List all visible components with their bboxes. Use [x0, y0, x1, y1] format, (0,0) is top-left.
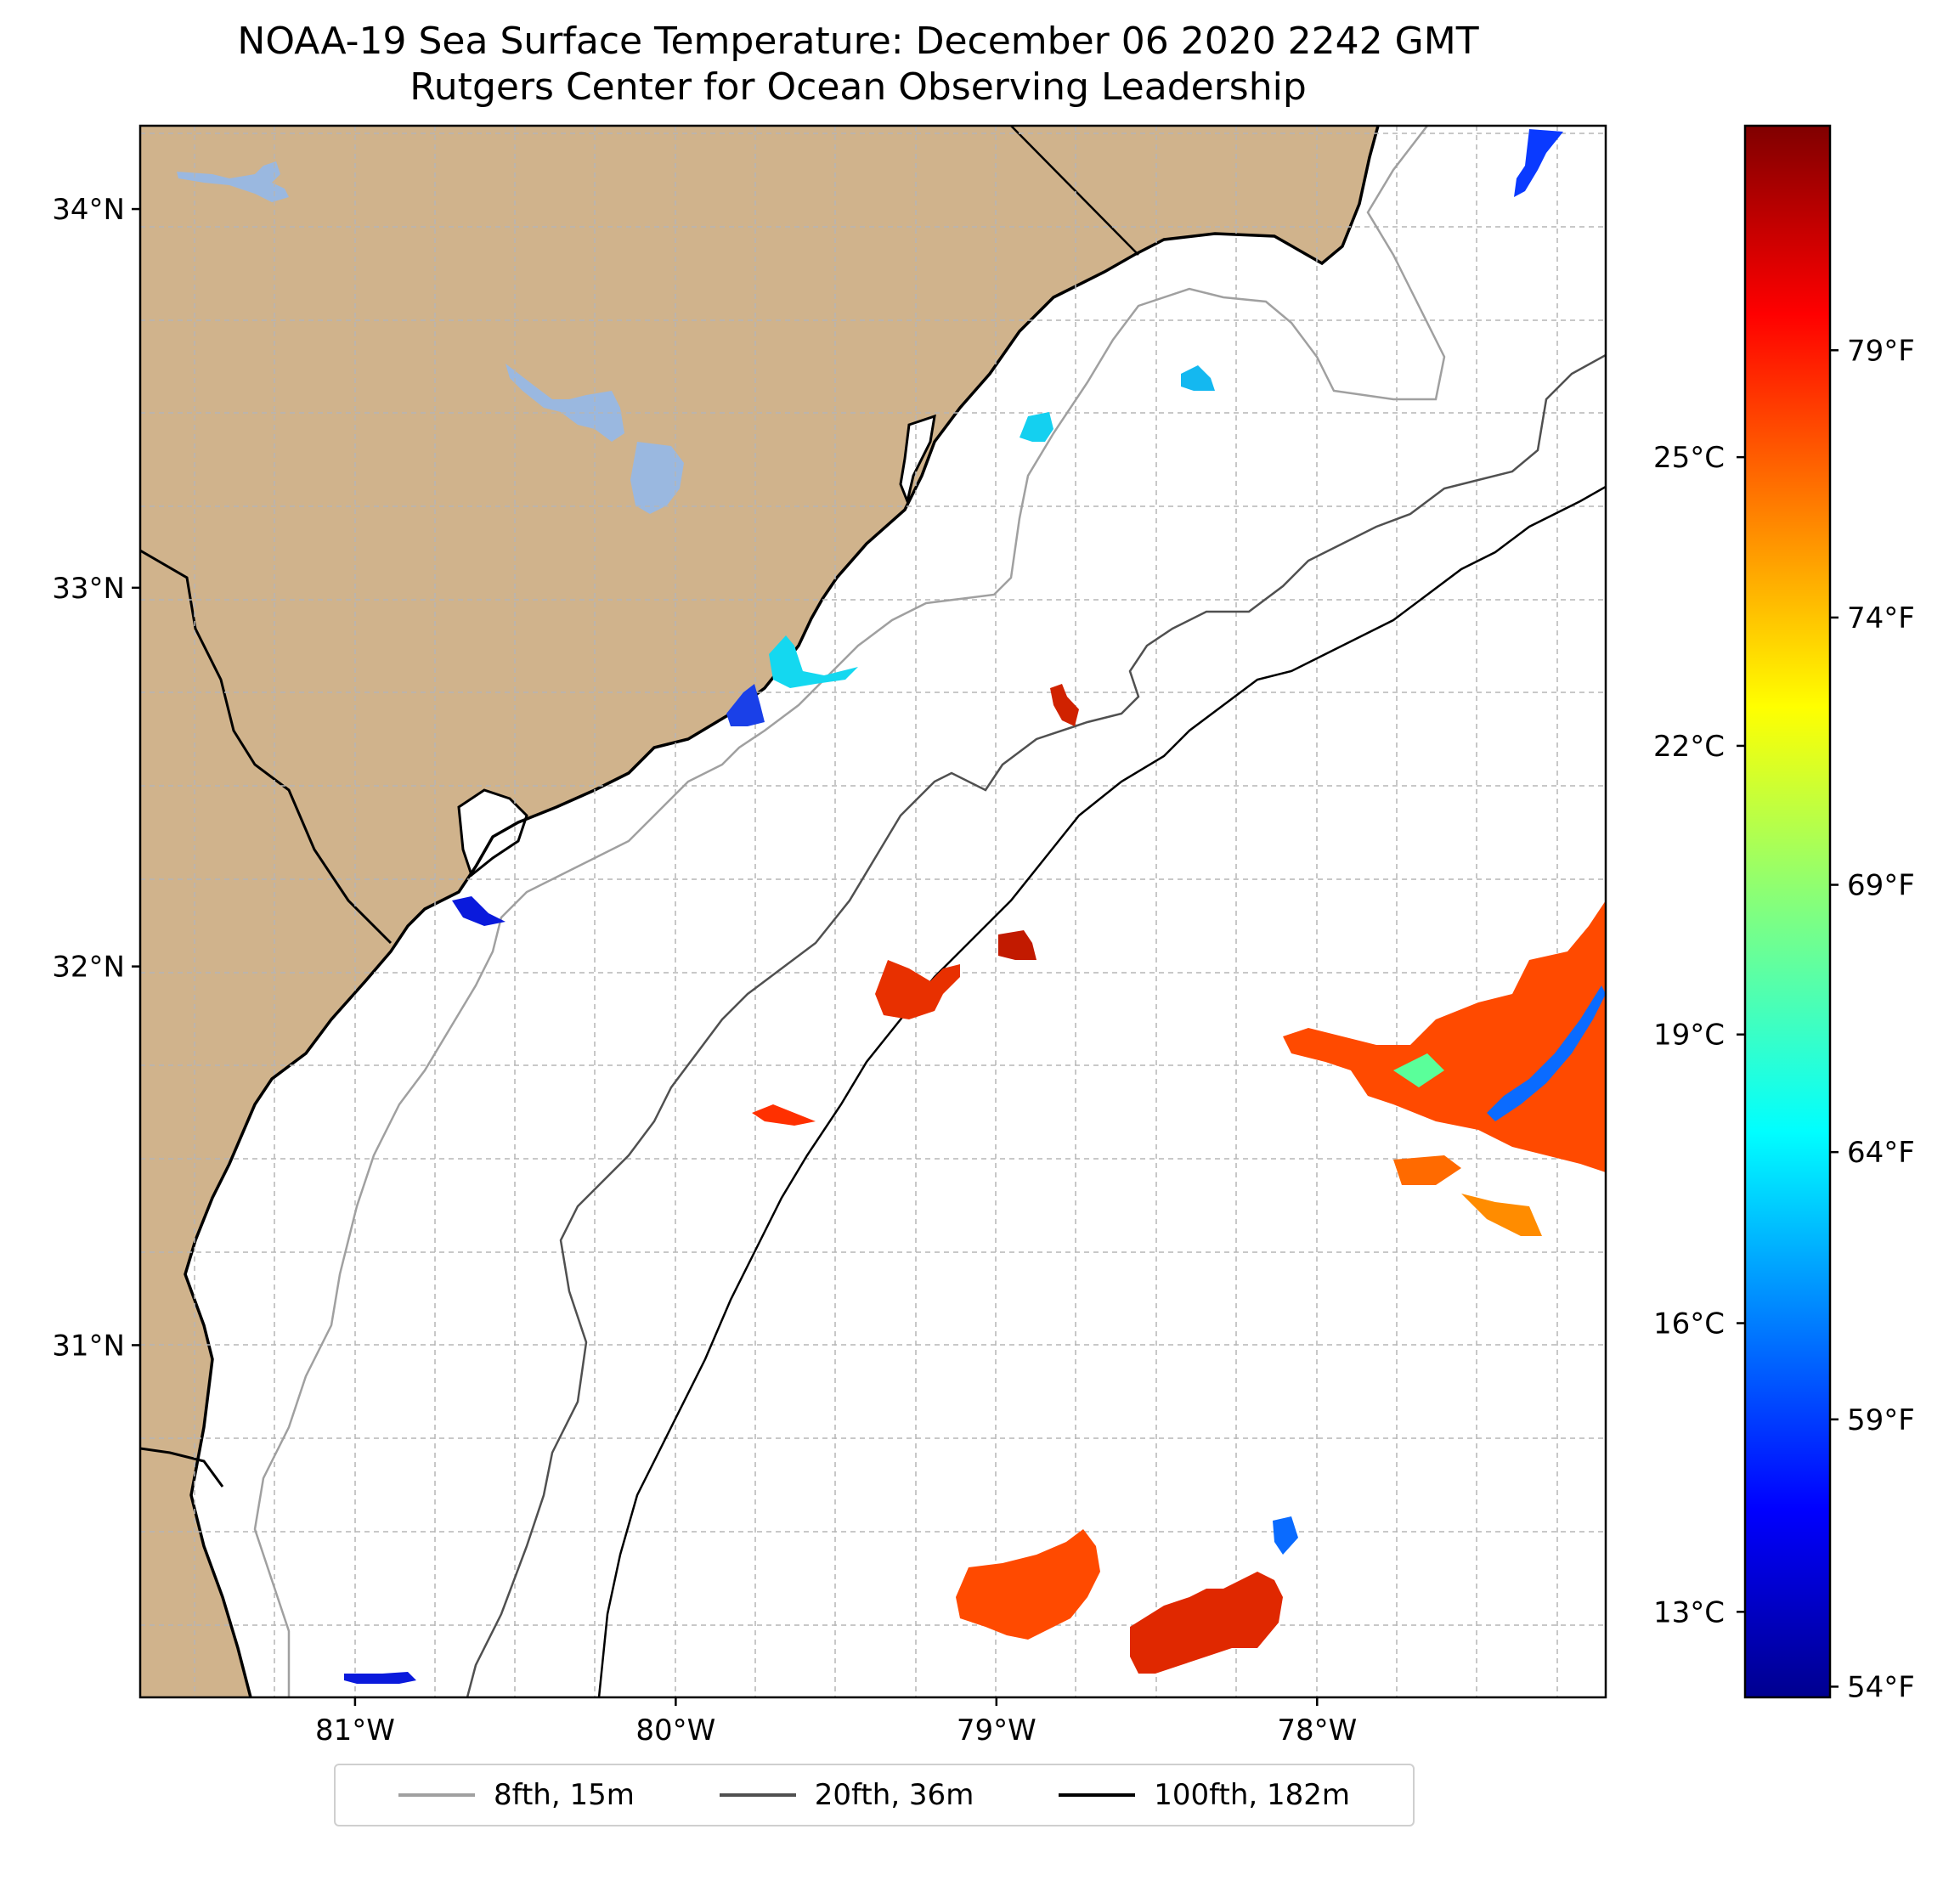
sound-inlet — [457, 788, 528, 878]
sst-patch-east-small-a — [1393, 1155, 1461, 1185]
fahrenheit-tick-label: 59°F — [1847, 1403, 1915, 1437]
celsius-tick-label: 13°C — [1653, 1595, 1725, 1629]
legend-swatch-100fth — [1059, 1793, 1136, 1797]
celsius-tick-label: 25°C — [1653, 441, 1725, 475]
legend-swatch-8fth — [398, 1793, 475, 1797]
sst-patch-east-cold-streak — [1487, 985, 1606, 1121]
sst-patches — [344, 129, 1606, 1684]
sst-patch-mid-warm-b — [998, 930, 1036, 960]
sst-patch-north-cyan-a — [1181, 365, 1215, 391]
legend-label-20fth: 20fth, 36m — [814, 1778, 974, 1812]
river-border — [140, 549, 393, 945]
lat-tick-label: 34°N — [52, 193, 125, 227]
fahrenheit-tick-label: 79°F — [1847, 334, 1915, 368]
sst-patch-mid-warm-a — [875, 960, 960, 1019]
sst-patch-south-warm-b — [1130, 1572, 1283, 1674]
gridlines — [140, 126, 1606, 1697]
sst-patch-north-cyan-b — [1020, 412, 1053, 442]
map-frame — [138, 124, 1607, 1699]
celsius-tick-label: 16°C — [1653, 1307, 1725, 1341]
fahrenheit-tick-label: 69°F — [1847, 869, 1915, 903]
legend-entry-100fth: 100fth, 182m — [1059, 1778, 1350, 1812]
sst-patch-mid-warm-c — [752, 1104, 816, 1126]
lon-tick-label: 78°W — [1277, 1713, 1357, 1747]
lat-tick-label: 32°N — [52, 951, 125, 985]
lon-tick-label: 80°W — [635, 1713, 715, 1747]
celsius-tick-label: 22°C — [1653, 730, 1725, 764]
title-line-1: NOAA-19 Sea Surface Temperature: Decembe… — [237, 20, 1479, 63]
state-border — [1010, 126, 1139, 256]
legend-label-8fth: 8fth, 15m — [493, 1778, 635, 1812]
sst-patch-east-warm-core — [1283, 900, 1606, 1172]
sst-patch-east-small-b — [1461, 1194, 1542, 1236]
latitude-ticks: 34°N 33°N 32°N 31°N — [52, 193, 140, 1363]
lat-tick-label: 33°N — [52, 572, 125, 606]
legend: 8fth, 15m 20fth, 36m 100fth, 182m — [334, 1764, 1415, 1826]
sst-patch-south-blue-strip — [344, 1672, 416, 1684]
chart-title: NOAA-19 Sea Surface Temperature: Decembe… — [0, 19, 1716, 110]
sst-patch-south-warm-a — [956, 1529, 1100, 1640]
lake-moultrie — [630, 442, 684, 514]
lon-tick-label: 79°W — [957, 1713, 1036, 1747]
sst-patch-south-blue — [1273, 1516, 1298, 1555]
lon-tick-label: 81°W — [315, 1713, 395, 1747]
legend-entry-20fth: 20fth, 36m — [719, 1778, 974, 1812]
sst-patch-mid-warm-d — [1050, 684, 1079, 726]
colorbar — [1743, 124, 1832, 1699]
fahrenheit-tick-label: 64°F — [1847, 1136, 1915, 1170]
celsius-tick-label: 19°C — [1653, 1019, 1725, 1053]
fahrenheit-tick-label: 74°F — [1847, 601, 1915, 635]
sst-patch-nearshore-cool-c — [452, 896, 506, 926]
river-inlet — [899, 414, 936, 505]
contour-8fth — [253, 126, 1446, 1697]
fahrenheit-tick-label: 54°F — [1847, 1670, 1915, 1704]
map-area — [140, 126, 1606, 1697]
sst-patch-nearshore-cool-a — [769, 635, 858, 688]
longitude-ticks: 81°W 80°W 79°W 78°W — [315, 1697, 1357, 1747]
legend-label-100fth: 100fth, 182m — [1154, 1778, 1351, 1812]
sst-patch-north-blue — [1514, 129, 1563, 197]
legend-swatch-20fth — [719, 1793, 796, 1797]
land — [140, 126, 1378, 1697]
lat-tick-label: 31°N — [52, 1329, 125, 1363]
lake-north — [177, 161, 289, 202]
sst-patch-east-green-a — [1393, 1053, 1444, 1087]
colorbar-celsius-ticks: 13°C 16°C 19°C 22°C 25°C — [1653, 441, 1745, 1629]
colorbar-fahrenheit-ticks: 54°F 59°F 64°F 69°F 74°F 79°F — [1830, 334, 1915, 1704]
contour-20fth — [466, 353, 1606, 1697]
contour-100fth — [597, 485, 1606, 1697]
sst-patch-nearshore-cool-b — [726, 684, 765, 726]
state-border-south — [140, 1447, 224, 1488]
title-line-2: Rutgers Center for Ocean Observing Leade… — [410, 65, 1307, 109]
lake-marion — [506, 364, 624, 442]
legend-entry-8fth: 8fth, 15m — [398, 1778, 635, 1812]
